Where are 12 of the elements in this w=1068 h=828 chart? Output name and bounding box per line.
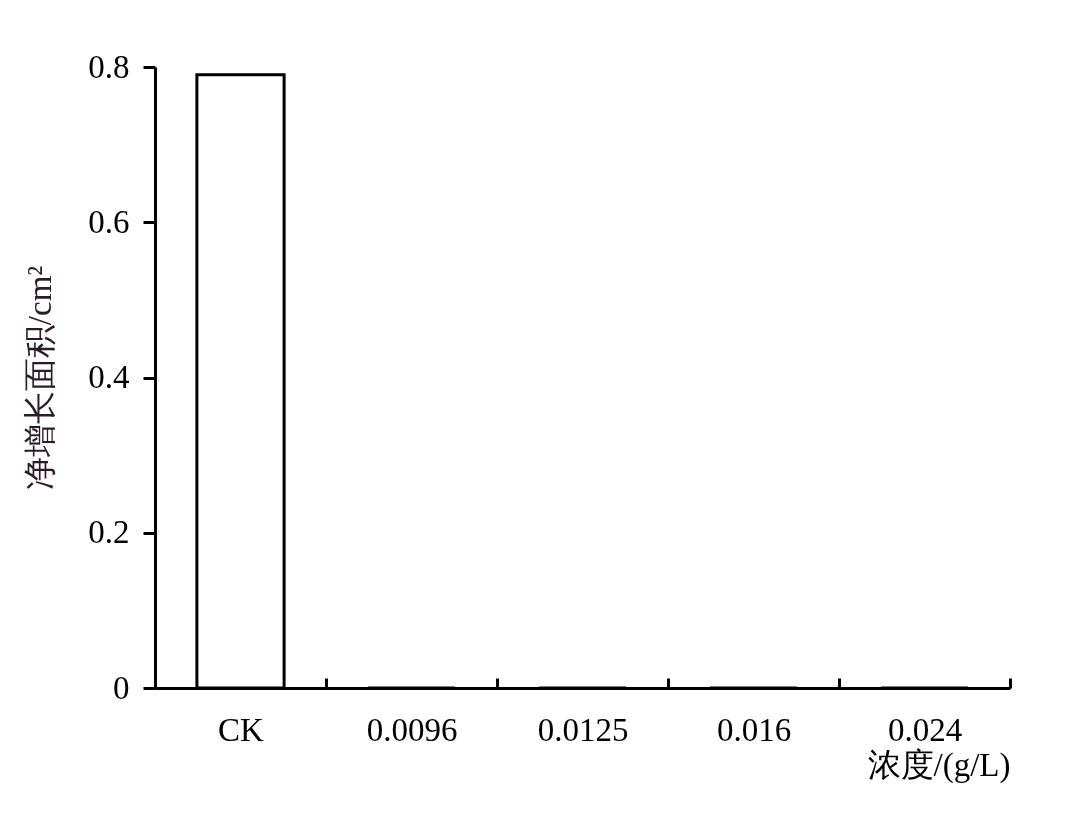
x-tick-label: 0.016 [716, 711, 792, 748]
y-tick-label: 0.2 [88, 514, 130, 551]
y-tick-label: 0.4 [88, 359, 130, 395]
x-tick-label: CK [218, 711, 265, 748]
x-axis-title: 浓度/(g/L) [867, 746, 1011, 784]
y-tick-label: 0 [113, 669, 130, 706]
x-tick-label: 0.0096 [366, 711, 458, 748]
y-tick-label: 0.6 [88, 203, 130, 240]
x-tick-label: 0.024 [887, 711, 963, 748]
x-tick-label: 0.0125 [537, 711, 629, 748]
y-tick-label: 0.8 [88, 48, 130, 85]
y-axis-title: 净增长面积/cm² [22, 265, 59, 491]
